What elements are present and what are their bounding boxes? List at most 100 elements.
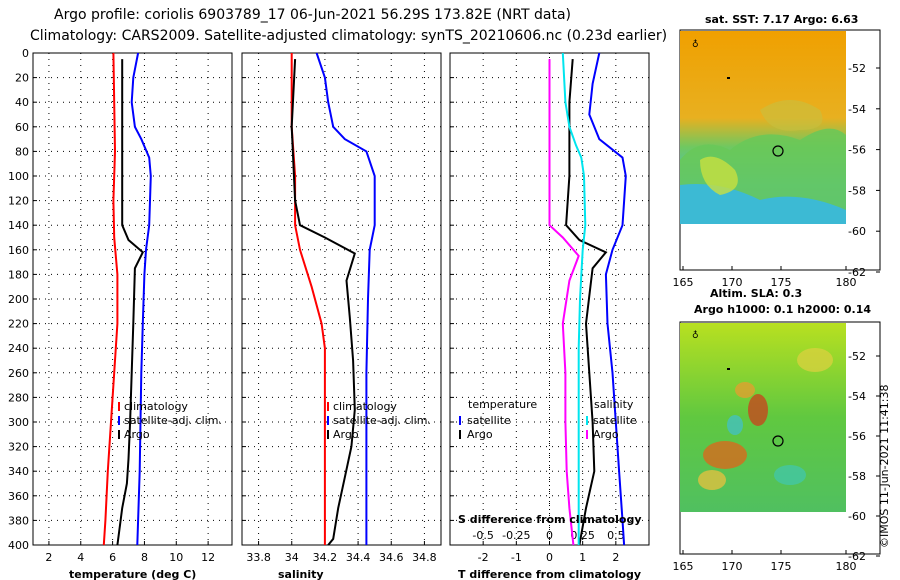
island-mark: [727, 368, 730, 370]
argo-location-marker: [772, 145, 784, 157]
y-tick-label: 320: [8, 441, 29, 454]
sla-anomaly: [698, 470, 726, 490]
y-tick-label: 180: [8, 268, 29, 281]
y-tick-label: 40: [15, 96, 29, 109]
map-axes: 165 170 175 180 -52 -54 -56 -58 -60 -62 165 170 175 1…: [673, 62, 880, 573]
sst-patch: [760, 100, 823, 131]
map-y-tick-label: -60: [848, 225, 866, 238]
y-tick-label: 280: [8, 391, 29, 404]
map-x-tick-label: 175: [771, 276, 792, 289]
x-axis-label: salinity: [278, 568, 324, 580]
y-tick-label: 160: [8, 244, 29, 257]
salinity-legend: climatology satellite-adj. clim. Argo: [327, 400, 431, 441]
sla-map-title: Altim. SLA: 0.3: [710, 287, 802, 300]
x-tick-label: 2: [45, 551, 52, 564]
legend-label-sal-argo: Argo: [593, 428, 619, 441]
y-tick-label: 220: [8, 318, 29, 331]
x2-tick-label: 0.25: [570, 529, 595, 542]
legend-label-satellite: satellite-adj. clim.: [333, 414, 431, 427]
plot-frame: [32, 52, 233, 546]
legend-label-climatology: climatology: [333, 400, 397, 413]
island-mark: [727, 77, 730, 79]
y-tick-label: 340: [8, 465, 29, 478]
legend-swatch-climatology: [327, 402, 329, 411]
map-y-tick-label: -52: [848, 62, 866, 75]
y-tick-label: 20: [15, 72, 29, 85]
credit-text: ©IMOS 11-Jun-2021 11:41:38: [878, 384, 891, 548]
x-tick-label: -1: [511, 551, 522, 564]
x-axis-label: T difference from climatology: [458, 568, 641, 580]
sla-low-anomaly: [774, 465, 806, 485]
x-tick-label: 34.6: [379, 551, 404, 564]
map-y-tick-label: -60: [848, 510, 866, 523]
x-tick-label: 12: [201, 551, 215, 564]
difference-legend: temperature satellite Argo salinity sate…: [459, 398, 637, 441]
plot-frame: [241, 52, 442, 546]
figure-title: Argo profile: coriolis 6903789_17 06-Jun…: [54, 7, 571, 23]
y-tick-label: 0: [22, 47, 29, 60]
legend-label-satellite: satellite-adj. clim.: [124, 414, 222, 427]
figure-subtitle: Climatology: CARS2009. Satellite-adjuste…: [30, 28, 667, 44]
sla-map-subtitle: Argo h1000: 0.1 h2000: 0.14: [694, 303, 871, 316]
x-tick-label: -2: [478, 551, 489, 564]
map-y-tick-label: -56: [848, 144, 866, 157]
legend-label-argo: Argo: [333, 428, 359, 441]
x2-tick-label: 0.5: [607, 529, 625, 542]
legend-label-climatology: climatology: [124, 400, 188, 413]
legend-label-temp-satellite: satellite: [467, 414, 511, 427]
x-tick-label: 34: [285, 551, 299, 564]
x2-tick-label: 0: [546, 529, 553, 542]
sla-high-anomaly: [748, 394, 768, 426]
y-tick-label: 400: [8, 539, 29, 552]
legend-swatch-argo: [118, 430, 120, 439]
x-tick-label: 33.8: [246, 551, 271, 564]
series-line-salinity-satellite: [561, 52, 587, 545]
x-tick-label: 34.8: [412, 551, 437, 564]
difference-profile-panel: -2 -1 0 1 2 -0.5 -0.25 0 0.25 0.5 T difference fro…: [449, 52, 650, 580]
y-tick-label: 380: [8, 514, 29, 527]
legend-swatch-satellite: [118, 416, 120, 425]
legend-title-salinity: salinity: [594, 398, 634, 411]
map-x-tick-label: 170: [722, 276, 743, 289]
salinity-profile-panel: 33.8 34 34.2 34.4 34.6 34.8 salinity: [241, 52, 442, 580]
map-x-tick-label: 180: [836, 276, 857, 289]
y-tick-label: 100: [8, 170, 29, 183]
x-tick-label: 34.4: [346, 551, 371, 564]
x-tick-label: 34.2: [313, 551, 338, 564]
s-difference-axis-label: S difference from climatology: [458, 513, 642, 526]
map-x-tick-label: 165: [673, 276, 694, 289]
map-y-tick-label: -56: [848, 430, 866, 443]
series-line-temperature-satellite: [588, 52, 627, 546]
map-y-tick-label: -58: [848, 184, 866, 197]
legend-label-sal-satellite: satellite: [593, 414, 637, 427]
sla-low-anomaly: [727, 415, 743, 435]
y-tick-label: 60: [15, 121, 29, 134]
legend-swatch-argo: [327, 430, 329, 439]
sla-anomaly: [735, 382, 755, 398]
temperature-profile-panel: 2 4 6 8 10 1202040608010012014016018020022024…: [8, 47, 233, 580]
sla-map: ♁: [679, 321, 881, 555]
x2-tick-label: -0.5: [472, 529, 493, 542]
legend-swatch-sal-satellite: [586, 416, 588, 425]
y-tick-label: 140: [8, 219, 29, 232]
series-line-argo: [116, 59, 145, 546]
legend-swatch-temp-satellite: [459, 416, 461, 425]
x-tick-label: 8: [141, 551, 148, 564]
map-x-tick-label: 180: [836, 560, 857, 573]
map-y-tick-label: -58: [848, 470, 866, 483]
x-tick-label: 6: [109, 551, 116, 564]
series-line-satellite-adj-clim-: [315, 52, 376, 545]
argo-location-marker: [772, 435, 784, 447]
sst-warm-eddy: [700, 156, 738, 195]
y-tick-label: 260: [8, 367, 29, 380]
y-tick-label: 120: [8, 195, 29, 208]
map-x-tick-label: 170: [722, 560, 743, 573]
legend-swatch-climatology: [118, 402, 120, 411]
series-line-satellite-adj-clim-: [130, 52, 152, 546]
x-tick-label: 4: [77, 551, 84, 564]
land-mark: ♁: [692, 39, 699, 50]
map-y-tick-label: -62: [848, 266, 866, 279]
x-axis-label: temperature (deg C): [69, 568, 196, 580]
y-tick-label: 300: [8, 416, 29, 429]
